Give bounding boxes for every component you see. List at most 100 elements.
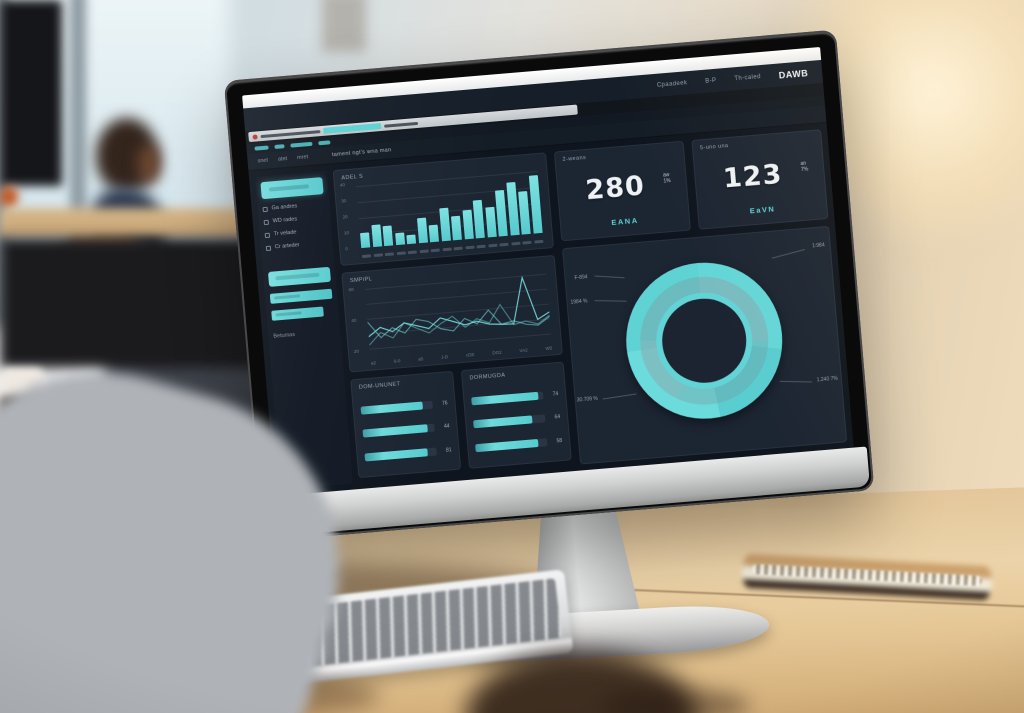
donut-label: F-894: [574, 274, 588, 282]
sidebar-item-label: WD rades: [272, 216, 298, 225]
header-tab[interactable]: mret: [296, 154, 309, 162]
line-chart-y-axis: 60 40 20: [348, 286, 360, 354]
bookmark-item[interactable]: [290, 141, 313, 148]
bar: [495, 190, 509, 237]
progress-track: [360, 400, 433, 415]
bookmark-item[interactable]: [274, 144, 285, 149]
progress-track: [471, 391, 544, 406]
menu-icon: [264, 232, 271, 238]
bar: [518, 190, 532, 235]
sidebar-item[interactable]: Cr arteder: [265, 240, 328, 251]
donut-leader-line: [771, 249, 805, 259]
site-logo[interactable]: DAWB: [778, 67, 809, 81]
sidebar-item-label: Ga andres: [271, 203, 298, 212]
progress-list: 76 44 81: [360, 391, 453, 469]
progress-panel-title: DORMUGDA: [469, 372, 506, 382]
stat-value: 280: [584, 170, 647, 207]
bar: [428, 224, 440, 243]
monitor-bezel: Cpaadeek B-P Th-caled DAWB: [223, 29, 875, 542]
donut-chart-panel: F-894 1984 % 30.709 % 1:984 1.240 7%: [562, 225, 848, 465]
menu-icon: [262, 206, 268, 212]
progress-row: 64: [473, 414, 560, 429]
donut-chart: [619, 256, 789, 425]
favicon-dot: [252, 133, 258, 140]
progress-value-label: 58: [556, 438, 563, 445]
bar-chart-panel: ADEL S 40 30 20 10 0: [332, 152, 554, 266]
nav-item[interactable]: B-P: [705, 77, 717, 85]
progress-fill: [362, 424, 428, 439]
dashboard-screen: Cpaadeek B-P Th-caled DAWB: [242, 46, 854, 497]
bookmark-item[interactable]: [318, 140, 331, 146]
sidebar-item[interactable]: WD rades: [263, 214, 326, 225]
donut-leader-line: [594, 300, 627, 302]
donut-leader-line: [602, 393, 637, 400]
bar: [451, 216, 463, 241]
bar: [394, 232, 405, 246]
bar: [485, 207, 497, 238]
donut-label: 1:984: [811, 242, 825, 250]
progress-row: 44: [362, 423, 450, 439]
bar: [406, 234, 417, 245]
header-tab[interactable]: snet: [257, 157, 269, 165]
donut-label: 1984 %: [570, 298, 588, 306]
sidebar-teal-bar[interactable]: [269, 288, 333, 304]
background-monitor: [0, 0, 62, 186]
progress-value-label: 74: [552, 390, 559, 398]
background-orange-light: [0, 186, 18, 208]
stat-card-2: 5-uno una 123 an 7% EaVN: [691, 129, 829, 230]
progress-value-label: 76: [441, 400, 448, 407]
sidebar-selected-item[interactable]: [260, 177, 324, 200]
bar: [506, 181, 520, 236]
stat-superscript: aw 1%: [662, 172, 671, 185]
progress-panel-2: DORMUGDA 74 64 58: [460, 361, 572, 469]
menu-icon: [265, 245, 272, 251]
ceiling-pillar: [322, 0, 366, 52]
url-text-smear: [383, 121, 419, 128]
main-grid: ADEL S 40 30 20 10 0 SMPiPL 60 40 20 a2 6-0 a5 J-…: [332, 129, 848, 483]
line-chart-panel: SMPiPL 60 40 20 a2 6-0 a5 J-D cDE DG2 VA2 W5: [341, 254, 563, 373]
progress-list: 74 64 58: [470, 382, 563, 460]
standing-person-face: [138, 146, 160, 182]
progress-track: [364, 447, 437, 462]
progress-value-label: 44: [443, 423, 450, 431]
imac-monitor: Cpaadeek B-P Th-caled DAWB: [222, 11, 893, 701]
donut-label: 30.709 %: [576, 395, 599, 404]
bar-chart-y-axis: 40 30 20 10 0: [339, 182, 350, 251]
bar: [528, 174, 543, 234]
bar: [416, 217, 428, 244]
line-chart: [364, 273, 552, 353]
bar-chart: [356, 171, 543, 249]
progress-track: [473, 414, 546, 429]
progress-track: [475, 438, 548, 453]
stat-value: 123: [721, 158, 784, 195]
nav-item[interactable]: Th-caled: [734, 73, 762, 82]
sidebar-teal-button[interactable]: [267, 266, 331, 287]
stat-card-title: 2-weans: [562, 154, 587, 163]
progress-fill: [473, 415, 533, 429]
donut-leader-line: [594, 275, 625, 279]
progress-row: 76: [360, 399, 448, 415]
bar: [382, 225, 394, 247]
stat-sublabel: EANA: [611, 215, 639, 228]
bar: [472, 199, 486, 239]
sidebar-item[interactable]: Ga andres: [262, 201, 324, 212]
progress-row: 74: [471, 390, 559, 406]
nav-item[interactable]: Cpaadeek: [656, 79, 688, 89]
bar: [370, 224, 382, 248]
bar: [462, 210, 474, 240]
progress-panel-title: DOM-UNUNET: [358, 381, 401, 391]
sidebar-item[interactable]: Tr velade: [264, 227, 327, 238]
progress-fill: [475, 439, 539, 453]
progress-panel-1: DOM-UNUNET 76 44 81: [350, 370, 462, 479]
progress-value-label: 81: [445, 447, 452, 454]
bar: [360, 232, 371, 249]
donut-leader-line: [779, 380, 812, 383]
header-tab[interactable]: atet: [277, 155, 288, 163]
sidebar-teal-bar-small[interactable]: [271, 306, 324, 321]
sidebar-item-label: Cr arteder: [274, 242, 300, 251]
sidebar-footer-label[interactable]: Betumas: [273, 331, 296, 340]
bookmark-item[interactable]: [254, 145, 269, 151]
url-text-smear: [260, 129, 321, 138]
donut-label: 1.240 7%: [816, 375, 839, 384]
